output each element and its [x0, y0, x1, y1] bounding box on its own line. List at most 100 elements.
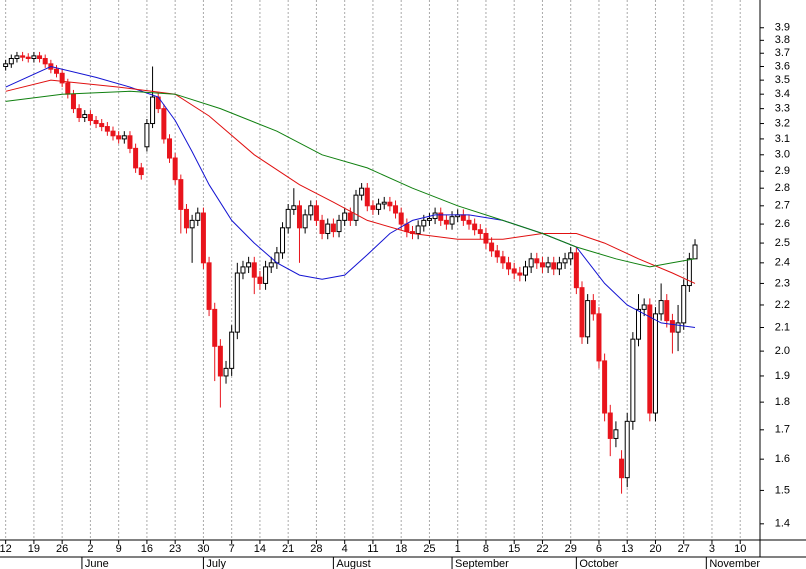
- x-tick-label: 3: [709, 543, 715, 555]
- x-tick-label: 8: [483, 543, 489, 555]
- candle-body: [692, 244, 698, 260]
- candle-body: [426, 218, 432, 221]
- candle-body: [562, 258, 568, 264]
- candle-body: [336, 219, 342, 233]
- x-tick-label: 12: [0, 543, 12, 555]
- candle-body: [127, 135, 133, 149]
- candle-body: [506, 262, 512, 270]
- candle-body: [183, 208, 189, 229]
- x-tick-label: 29: [565, 543, 577, 555]
- x-tick-label: 23: [169, 543, 181, 555]
- x-tick-label: 25: [423, 543, 435, 555]
- x-tick-label: 2: [87, 543, 93, 555]
- candle-body: [195, 212, 201, 221]
- candle-body: [472, 223, 478, 231]
- candle-body: [20, 55, 26, 58]
- candle-body: [172, 157, 178, 181]
- candle-body: [364, 187, 370, 207]
- candle-body: [398, 212, 404, 225]
- month-label: November: [709, 558, 760, 569]
- candle-body: [121, 135, 127, 140]
- x-tick-label: 11: [367, 543, 378, 555]
- month-label: June: [85, 558, 109, 569]
- candle-body: [104, 126, 110, 132]
- candle-body: [133, 147, 139, 169]
- candle-body: [387, 201, 393, 207]
- candle-body: [3, 63, 9, 68]
- candle-body: [528, 258, 534, 268]
- candle-body: [240, 266, 246, 274]
- candle-body: [376, 203, 382, 210]
- candle-body: [325, 223, 331, 234]
- candle-body: [573, 252, 579, 289]
- candle-body: [607, 412, 613, 439]
- x-tick-label: 14: [254, 543, 266, 555]
- candle-body: [229, 331, 235, 369]
- candle-body: [65, 82, 71, 95]
- candle-body: [675, 322, 681, 333]
- y-tick-label: 2.2: [775, 299, 790, 311]
- candle-body: [110, 130, 116, 137]
- candle-body: [82, 114, 88, 119]
- candle-body: [438, 212, 444, 221]
- candle-body: [70, 93, 76, 110]
- candle-body: [59, 72, 65, 84]
- x-tick-label: 22: [536, 543, 548, 555]
- candle-body: [393, 205, 399, 214]
- y-tick-label: 3.5: [775, 74, 790, 86]
- x-tick-label: 6: [596, 543, 602, 555]
- y-tick-label: 2.4: [775, 257, 790, 269]
- candle-body: [212, 308, 218, 347]
- moving-average-line: [5, 90, 696, 268]
- candle-body: [31, 55, 37, 59]
- candle-body: [613, 429, 619, 439]
- candle-body: [319, 219, 325, 234]
- candle-body: [246, 262, 252, 268]
- candle-body: [167, 138, 173, 159]
- plot-area: [0, 0, 760, 540]
- y-tick-label: 3.2: [775, 117, 790, 129]
- candle-body: [251, 262, 257, 278]
- candle-body: [370, 205, 376, 210]
- x-tick-label: 26: [56, 543, 68, 555]
- y-tick-label: 1.9: [775, 370, 790, 382]
- candle-body: [54, 68, 60, 74]
- candle-body: [302, 214, 308, 229]
- y-tick-label: 1.7: [775, 424, 790, 436]
- candle-body: [313, 205, 319, 221]
- candle-body: [42, 57, 48, 65]
- candle-body: [539, 262, 545, 268]
- candle-body: [99, 123, 105, 128]
- candle-body: [178, 179, 184, 210]
- y-tick-label: 2.0: [775, 345, 790, 357]
- month-label: October: [579, 558, 618, 569]
- candle-body: [630, 338, 636, 422]
- candle-body: [686, 258, 692, 287]
- candle-body: [579, 287, 585, 338]
- candle-body: [556, 262, 562, 270]
- moving-average-line: [5, 79, 696, 284]
- candle-body: [87, 114, 93, 122]
- candle-body: [93, 120, 99, 125]
- y-tick-label: 2.5: [775, 237, 790, 249]
- candle-body: [647, 304, 653, 414]
- candle-body: [652, 313, 658, 414]
- y-tick-label: 2.9: [775, 165, 790, 177]
- candle-body: [523, 266, 529, 276]
- candle-body: [545, 262, 551, 268]
- x-tick-label: 28: [310, 543, 322, 555]
- candle-body: [500, 256, 506, 264]
- candle-body: [449, 216, 455, 225]
- candle-body: [585, 300, 591, 338]
- y-tick-label: 1.5: [775, 484, 790, 496]
- y-tick-label: 3.4: [775, 88, 790, 100]
- month-label: September: [455, 558, 509, 569]
- x-tick-label: 9: [116, 543, 122, 555]
- candle-body: [636, 308, 642, 340]
- x-tick-label: 7: [229, 543, 235, 555]
- y-tick-label: 2.6: [775, 218, 790, 230]
- y-tick-label: 3.7: [775, 47, 790, 59]
- candle-body: [415, 225, 421, 234]
- candle-body: [381, 201, 387, 205]
- candle-body: [489, 242, 495, 252]
